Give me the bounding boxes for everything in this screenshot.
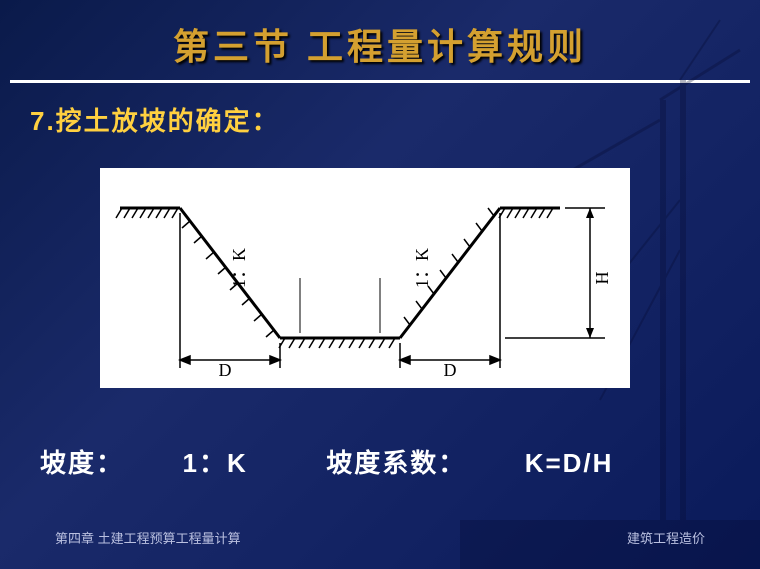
dim-d-right: D xyxy=(444,360,457,378)
footer-left: 第四章 土建工程预算工程量计算 xyxy=(55,528,241,547)
section-subtitle: 7.挖土放坡的确定： xyxy=(30,101,760,138)
footer-right: 建筑工程造价 xyxy=(627,528,705,547)
page-title: 第三节 工程量计算规则 xyxy=(10,18,750,70)
slope-value: 1：K xyxy=(182,443,247,480)
slope-label-right: 1：K xyxy=(412,248,432,288)
slope-label-left: 1：K xyxy=(229,248,249,288)
formula-row: 坡度： 1：K 坡度系数： K=D/H xyxy=(40,443,760,480)
title-bar: 第三节 工程量计算规则 xyxy=(10,0,750,83)
coeff-value: K=D/H xyxy=(525,448,614,479)
slope-label: 坡度： xyxy=(40,443,124,480)
excavation-diagram: 1：K 1：K D D H xyxy=(100,168,630,388)
coeff-label: 坡度系数： xyxy=(326,443,466,480)
diagram-svg: 1：K 1：K D D H xyxy=(110,178,620,378)
dim-h: H xyxy=(592,272,612,285)
dim-d-left: D xyxy=(219,360,232,378)
footer: 第四章 土建工程预算工程量计算 建筑工程造价 xyxy=(55,528,705,547)
